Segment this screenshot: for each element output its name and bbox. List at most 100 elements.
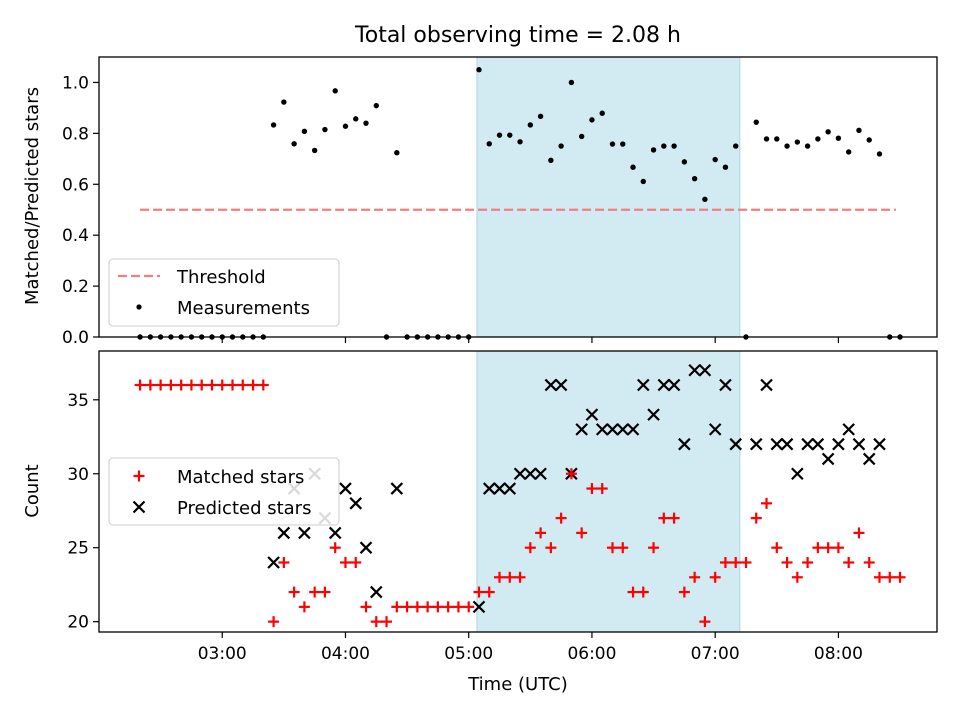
predicted-star-marker [657,378,671,392]
matched-star-marker [535,527,547,539]
predicted-star-marker [698,363,712,377]
predicted-star-marker [780,437,794,451]
top-ytick-label: 0.8 [62,124,89,144]
matched-star-marker [863,556,875,568]
matched-star-marker [206,379,218,391]
measurement-point [578,133,585,140]
matched-star-marker [832,542,844,554]
matched-star-marker [812,542,824,554]
predicted-star-marker [678,437,691,451]
predicted-star-marker [801,437,814,451]
measurement-point [353,116,359,122]
matched-star-marker [689,571,701,583]
predicted-star-marker [832,437,845,451]
predicted-star-marker [667,378,681,392]
predicted-star-marker [359,541,373,554]
predicted-star-marker [688,363,701,377]
matched-star-marker [494,571,506,583]
matched-star-marker [329,542,341,554]
matched-legend-marker [133,470,145,482]
top-legend-box [108,258,340,327]
predicted-star-marker [719,378,732,392]
bottom-xtick-label: 07:00 [691,644,740,664]
matched-star-marker [319,586,331,598]
predicted-star-marker [524,467,537,481]
matched-star-marker [555,512,567,524]
matched-star-marker [524,542,536,554]
predicted-star-marker [503,482,517,495]
measurement-point [702,196,708,202]
predicted-star-marker [513,467,527,481]
matched-star-marker [648,542,660,554]
matched-legend-swatch [133,470,145,482]
matched-star-marker [350,556,362,568]
top-axes-frame [98,56,938,338]
matched-star-marker [175,379,187,391]
matched-star-marker [247,379,259,391]
matched-star-marker [699,616,711,628]
measurement-point [712,156,718,163]
matched-star-marker [185,379,197,391]
matched-star-marker [740,556,752,568]
bottom-observing-window [476,350,741,633]
threshold-legend-label: Threshold [176,267,266,288]
top-ytick-label: 1.0 [62,73,89,93]
bottom-xtick-label: 08:00 [814,644,863,664]
measurement-point [589,117,595,123]
measurement-point [733,143,739,149]
matched-star-marker [298,601,310,613]
matched-star-marker [155,379,167,391]
matched-star-marker [381,616,393,628]
predicted-star-marker [852,437,866,451]
matched-star-marker [884,571,896,583]
matched-star-marker [237,379,249,391]
measurement-point [342,123,349,129]
matched-star-marker [514,571,526,583]
measurement-point [281,99,287,105]
measurement-point [825,129,831,135]
matched-star-marker [781,556,793,568]
measurement-point [548,157,554,164]
bottom-ytick-label: 30 [67,465,89,485]
predicted-star-marker [370,585,383,599]
matched-star-marker [586,483,598,495]
predicted-star-marker [626,423,640,436]
measurement-point [650,147,657,153]
measurements-legend-swatch [136,304,142,310]
top-ytick-label: 0.4 [62,226,89,246]
matched-star-marker [545,542,557,554]
measurement-point [794,139,801,145]
bottom-y-axis-label: Count [22,464,43,517]
matched-star-marker [442,601,454,613]
matched-star-marker [668,512,680,524]
bottom-x-ticks: 03:00 04:00 05:00 06:00 07:00 08:00 [198,632,863,664]
matched-star-marker [761,497,773,509]
predicted-star-marker [328,526,342,540]
bottom-axes-frame [98,350,938,633]
predicted-star-marker [390,482,404,495]
measurement-point [804,143,811,149]
predicted-star-marker [749,437,763,451]
measurement-point [845,149,852,155]
predicted-star-marker [791,467,804,481]
bottom-legend-box [108,457,340,526]
top-ytick-label: 0.2 [62,277,89,297]
measurement-point [609,141,616,147]
measurement-point [394,150,400,156]
matched-star-marker [309,586,321,598]
predicted-star-marker [267,556,280,569]
measurements-legend-label: Measurements [177,298,310,319]
matched-star-marker [637,586,649,598]
matched-star-marker [843,556,855,568]
matched-star-marker [144,379,156,391]
bottom-legend: Matched stars Predicted stars [108,457,340,526]
measurement-point [640,178,646,185]
matched-star-marker [134,379,146,391]
top-ytick-label: 0.6 [62,175,89,195]
predicted-star-marker [472,600,486,614]
predicted-star-marker [534,467,547,481]
matched-star-marker [627,586,639,598]
predicted-star-marker [616,423,630,436]
predicted-legend-label: Predicted stars [177,498,311,519]
